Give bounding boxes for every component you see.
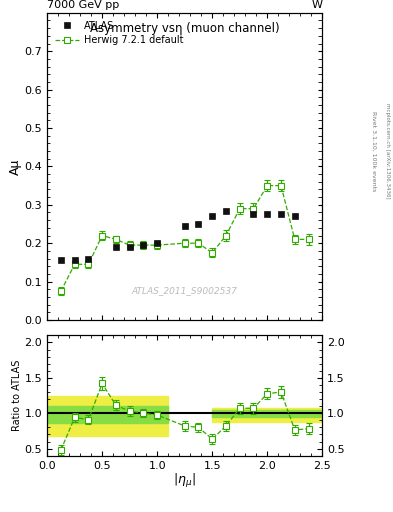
Text: Asymmetry vsη (muon channel): Asymmetry vsη (muon channel) [90,22,279,35]
X-axis label: $|\eta_\mu|$: $|\eta_\mu|$ [173,472,196,490]
Text: Rivet 3.1.10, 100k events: Rivet 3.1.10, 100k events [371,111,376,191]
Text: mcplots.cern.ch [arXiv:1306.3436]: mcplots.cern.ch [arXiv:1306.3436] [385,103,389,199]
Text: 7000 GeV pp: 7000 GeV pp [47,0,119,10]
Y-axis label: Ratio to ATLAS: Ratio to ATLAS [12,360,22,431]
Text: W: W [311,0,322,10]
Y-axis label: Aμ: Aμ [9,158,22,175]
Text: ATLAS_2011_S9002537: ATLAS_2011_S9002537 [132,286,238,295]
Legend: ATLAS, Herwig 7.2.1 default: ATLAS, Herwig 7.2.1 default [52,17,187,48]
